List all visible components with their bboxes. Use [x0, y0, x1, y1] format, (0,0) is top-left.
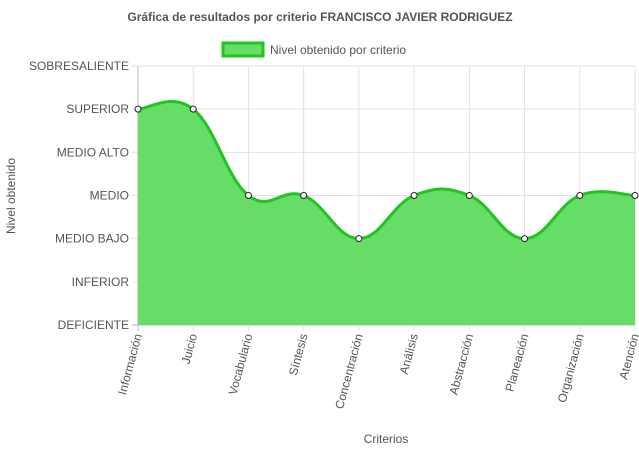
data-point[interactable] [410, 192, 418, 199]
y-tick-labels: DEFICIENTE INFERIOR MEDIO BAJO MEDIO MEDIO A… [29, 59, 129, 332]
data-point[interactable] [521, 235, 529, 243]
x-tick-label: Atención [616, 332, 639, 381]
data-point[interactable] [355, 235, 363, 243]
x-tick-label: Abstracción [446, 332, 476, 396]
y-tick-label: INFERIOR [72, 275, 130, 289]
chart-title: Gráfica de resultados por criterio FRANC… [127, 10, 512, 24]
series-area-fill [138, 101, 635, 326]
data-point[interactable] [465, 192, 473, 199]
data-points [134, 105, 639, 243]
legend-swatch [221, 41, 265, 58]
y-tick-label: MEDIO [90, 189, 129, 203]
data-point[interactable] [576, 192, 584, 199]
y-tick-label: SUPERIOR [66, 102, 129, 116]
data-point[interactable] [134, 105, 142, 113]
data-point[interactable] [189, 105, 197, 113]
x-tick-label: Vocabulario [226, 332, 256, 397]
y-tick-label: SOBRESALIENTE [29, 59, 129, 73]
x-tick-label: Planeación [503, 332, 532, 393]
x-tick-label: Información [115, 332, 145, 396]
data-point[interactable] [300, 192, 308, 199]
series-line [137, 99, 636, 241]
y-tick-label: MEDIO BAJO [55, 232, 129, 246]
legend-label: Nivel obtenido por criterio [270, 43, 406, 57]
x-tick-label: Análisis [397, 332, 421, 376]
x-tick-label: Juicio [179, 332, 201, 366]
x-tick-labels: Información Juicio Vocabulario Síntesis Conc… [115, 332, 639, 411]
legend[interactable]: Nivel obtenido por criterio [221, 41, 406, 58]
x-tick-label: Concentración [332, 332, 366, 410]
x-tick-label: Síntesis [286, 332, 311, 377]
y-axis-title: Nivel obtenido [4, 158, 18, 234]
y-tick-label: MEDIO ALTO [57, 145, 129, 159]
data-point[interactable] [244, 192, 252, 199]
x-axis-title: Criterios [364, 432, 409, 446]
x-tick-label: Organización [555, 332, 587, 404]
series-area [137, 99, 636, 326]
data-point[interactable] [631, 192, 639, 199]
y-tick-label: DEFICIENTE [58, 318, 129, 332]
